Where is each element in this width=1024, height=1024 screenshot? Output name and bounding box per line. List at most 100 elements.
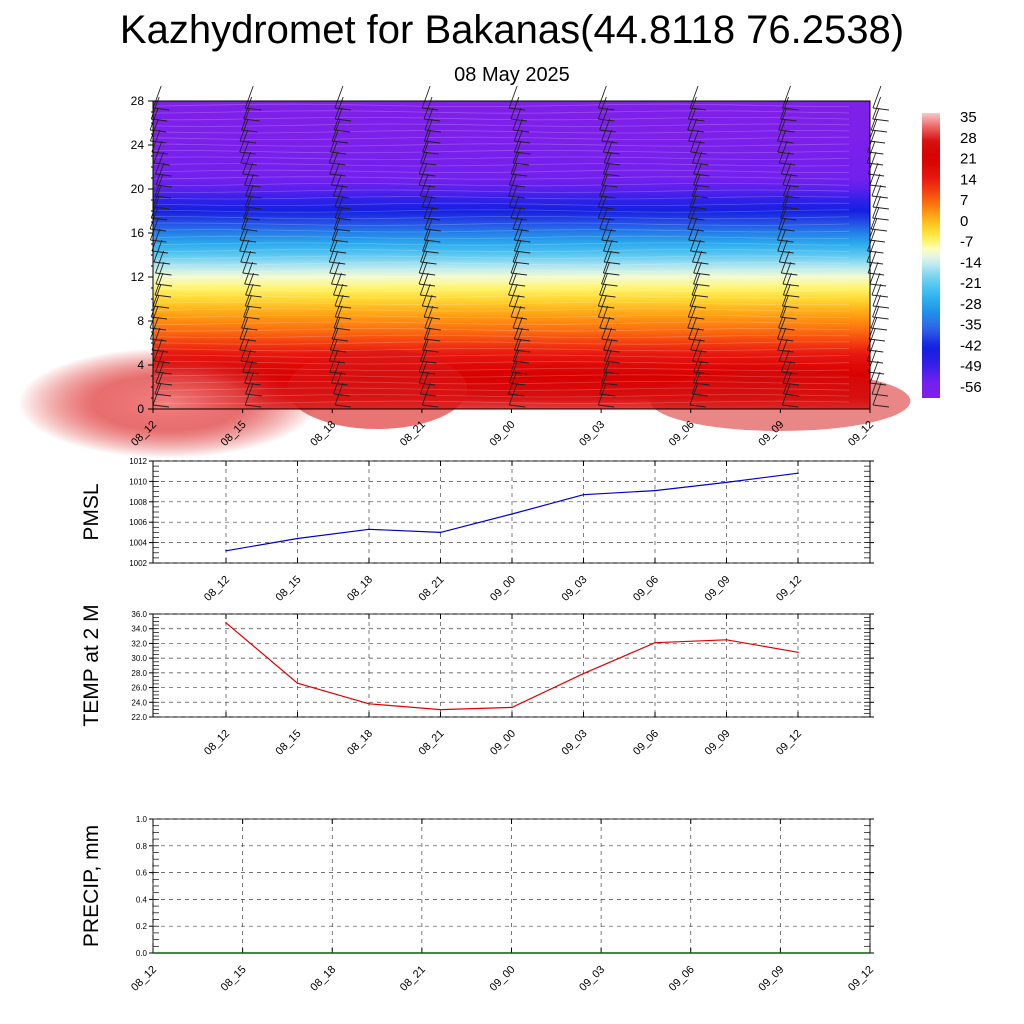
wind-barb [421, 85, 431, 109]
contour-line [152, 374, 850, 378]
wind-barb [245, 393, 262, 397]
wind-barb [603, 338, 613, 362]
wind-barb [872, 316, 889, 320]
contour-line [152, 143, 850, 147]
wind-barb [242, 272, 259, 276]
contour-line [152, 354, 850, 358]
wind-barbs [149, 85, 890, 408]
wind-barb [510, 217, 527, 221]
wind-barb [333, 327, 351, 331]
pmsl-point [368, 528, 370, 531]
wind-barb [514, 349, 531, 353]
wind-barb [779, 261, 796, 265]
wind-barb [509, 305, 526, 309]
y-tick-label: 20 [131, 182, 145, 196]
wind-barb [777, 250, 794, 254]
wind-barb [420, 261, 437, 265]
wind-barb [512, 261, 530, 265]
wind-barb [331, 360, 340, 384]
wind-barb [782, 382, 799, 386]
x-tick-label: 09_00 [488, 419, 518, 449]
wind-barb [241, 228, 258, 232]
wind-barb [510, 272, 528, 276]
wind-barb [778, 140, 788, 164]
wind-barb [871, 272, 881, 296]
wind-barb [603, 173, 620, 177]
wind-barb [512, 360, 530, 364]
wind-barb [599, 305, 609, 329]
wind-barb [423, 195, 433, 219]
x-tick-label: 08_18 [345, 574, 375, 604]
contour-line [152, 394, 850, 398]
wind-barb [693, 151, 703, 175]
wind-barb [872, 305, 890, 309]
wind-barb [692, 195, 709, 199]
y-tick-label: 34.0 [131, 625, 147, 634]
pmsl-point [654, 489, 656, 492]
wind-barb [422, 250, 439, 254]
wind-barb [239, 327, 249, 351]
y-tick-label: 0.2 [136, 922, 148, 931]
wind-barb [513, 228, 523, 252]
wind-barb [597, 294, 607, 318]
wind-barb [420, 360, 437, 364]
wind-barb [245, 272, 255, 296]
wind-barb [866, 338, 876, 362]
wind-barb [422, 151, 439, 155]
wind-barb [333, 173, 342, 197]
wind-barb [422, 107, 439, 111]
wind-barb [422, 206, 439, 210]
x-tick-label: 08_12 [202, 728, 232, 758]
wind-barb [420, 195, 437, 199]
wind-barb [508, 393, 525, 397]
wind-barb [604, 360, 621, 364]
colorbar-label: 14 [960, 171, 977, 188]
wind-barb [691, 393, 709, 397]
wind-barb [778, 129, 795, 133]
wind-barb [693, 360, 702, 384]
temp2m-point [654, 641, 656, 644]
wind-barb [240, 140, 250, 164]
contour-line [152, 169, 849, 174]
wind-barb [239, 151, 256, 155]
contour-line [152, 268, 850, 273]
colorbar: 35 28 21 14 7 0 -7 -14 -21 -28 -35 -42 -49 -56 [922, 109, 982, 398]
x-tick-label: 09_00 [488, 574, 518, 604]
wind-barb [424, 338, 441, 342]
y-axis-title: TEMP at 2 M [80, 604, 103, 726]
wind-barb [782, 305, 799, 309]
contour-line [152, 400, 850, 405]
wind-barb [334, 382, 344, 406]
wind-barb [509, 382, 526, 386]
wind-barb [782, 85, 791, 109]
wind-barb [689, 85, 699, 109]
x-tick-label: 09_06 [667, 419, 697, 449]
wind-barb [508, 85, 518, 109]
wind-barb [782, 283, 799, 287]
wind-barb [244, 283, 261, 287]
x-tick-label: 08_21 [398, 964, 428, 994]
wind-barb [691, 294, 709, 298]
x-tick-label: 09_12 [774, 728, 804, 758]
colorbar-label: -42 [960, 337, 982, 354]
wind-barb [334, 305, 352, 309]
wind-barb [603, 228, 612, 252]
wind-barb [335, 316, 352, 320]
wind-barb [242, 250, 252, 274]
wind-barb [242, 349, 252, 373]
y-tick-label: 0.4 [136, 895, 148, 904]
wind-barb [872, 206, 890, 210]
wind-barb [780, 316, 797, 320]
wind-barb [242, 151, 252, 175]
wind-barb [245, 195, 262, 199]
wind-barb [242, 173, 259, 177]
wind-barb [334, 404, 352, 408]
wind-barb [514, 250, 531, 254]
wind-barb [871, 294, 889, 298]
wind-barb [872, 184, 882, 208]
contour-line [152, 182, 850, 187]
wind-barb [508, 294, 525, 298]
wind-barb [153, 360, 171, 364]
wind-barb [155, 162, 165, 186]
x-tick-label: 08_12 [129, 964, 159, 994]
